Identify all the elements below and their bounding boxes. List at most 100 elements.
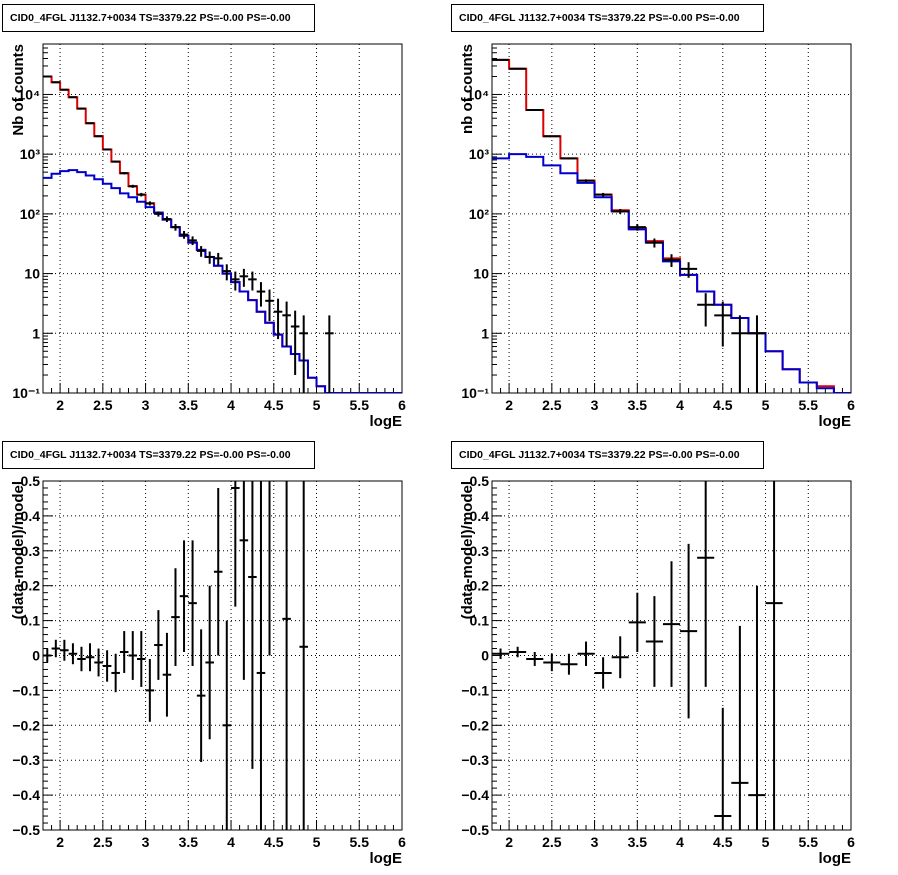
x-tick-label: 5 bbox=[313, 397, 321, 413]
y-tick-label: 0.3 bbox=[470, 543, 490, 559]
x-tick-label: 4 bbox=[227, 834, 235, 850]
y-tick-label: −0.5 bbox=[461, 822, 489, 838]
x-tick-label: 3.5 bbox=[179, 397, 199, 413]
x-tick-label: 2.5 bbox=[542, 397, 562, 413]
x-tick-label: 4 bbox=[227, 397, 235, 413]
data-point bbox=[290, 310, 300, 376]
data-point bbox=[594, 657, 612, 689]
data-point bbox=[731, 625, 749, 830]
data-point bbox=[137, 192, 146, 197]
x-axis-label: logE bbox=[819, 850, 852, 867]
y-tick-label: 0.4 bbox=[21, 508, 41, 524]
data-point bbox=[77, 646, 86, 672]
x-tick-label: 3 bbox=[591, 834, 599, 850]
y-tick-label: 10² bbox=[20, 206, 41, 222]
x-tick-label: 2 bbox=[56, 834, 64, 850]
y-tick-label: −0.4 bbox=[12, 787, 40, 803]
y-tick-label: −0.3 bbox=[461, 752, 489, 768]
x-tick-label: 2.5 bbox=[542, 834, 562, 850]
y-tick-label: −0.1 bbox=[461, 682, 489, 698]
data-point bbox=[43, 648, 52, 663]
x-tick-label: 4 bbox=[676, 834, 684, 850]
data-point bbox=[179, 540, 189, 653]
y-tick-label: 10⁻¹ bbox=[12, 385, 40, 401]
x-tick-label: 5 bbox=[762, 397, 770, 413]
x-tick-label: 4.5 bbox=[713, 834, 733, 850]
x-tick-label: 3.5 bbox=[179, 834, 199, 850]
plot-frame bbox=[42, 43, 403, 394]
x-tick-label: 4.5 bbox=[713, 397, 733, 413]
data-point bbox=[145, 201, 155, 206]
data-point bbox=[714, 301, 732, 347]
y-axis-label: (data-model)/model bbox=[459, 481, 476, 619]
y-axis-label: nb of counts bbox=[459, 44, 476, 134]
x-axis-label: logE bbox=[370, 850, 403, 867]
y-tick-label: 10 bbox=[473, 266, 489, 282]
pad-counts-coarse: 2 2.5 3 3.5 4 4.5 5 5.5 6 10⁻¹ 1 10 10² 10³ 10⁴ logE nb … bbox=[449, 0, 898, 437]
data-point bbox=[213, 487, 223, 656]
data-point bbox=[765, 481, 783, 830]
data-point bbox=[268, 481, 271, 656]
data-point bbox=[85, 643, 95, 672]
axis-ticks bbox=[491, 480, 852, 831]
x-tick-label: 5.5 bbox=[799, 834, 819, 850]
x-axis-label: logE bbox=[370, 413, 403, 430]
total-model-line bbox=[492, 58, 851, 393]
plot-area bbox=[492, 58, 851, 393]
pad-residuals-coarse: 2 2.5 3 3.5 4 4.5 5 5.5 6 −0.5 −0.4 −0.3 −0.2 −0.1 0 0.… bbox=[449, 437, 898, 874]
data-point bbox=[154, 211, 163, 217]
chart-title: CID0_4FGL J1132.7+0034 TS=3379.22 PS=-0.… bbox=[2, 441, 315, 469]
data-point bbox=[145, 658, 155, 722]
y-tick-label: 1 bbox=[481, 325, 489, 341]
data-point bbox=[162, 216, 172, 223]
x-tick-label: 3.5 bbox=[628, 834, 648, 850]
x-tick-label: 4.5 bbox=[264, 834, 284, 850]
data-point bbox=[662, 561, 681, 687]
x-tick-label: 5 bbox=[762, 834, 770, 850]
data-point bbox=[68, 96, 78, 99]
y-axis-label: (data-model)/model bbox=[10, 481, 27, 619]
data-point bbox=[680, 262, 698, 278]
data-point bbox=[526, 652, 544, 666]
total-model-line bbox=[43, 75, 402, 393]
data-point bbox=[213, 252, 223, 266]
y-tick-label: 0 bbox=[32, 648, 40, 664]
data-point bbox=[714, 707, 732, 830]
data-point bbox=[611, 209, 629, 215]
data-point bbox=[526, 108, 544, 111]
data-point bbox=[256, 481, 266, 830]
data-point bbox=[645, 238, 663, 248]
plot-frame bbox=[491, 43, 852, 394]
grid-lines bbox=[43, 481, 402, 830]
y-tick-label: 0.2 bbox=[21, 578, 41, 594]
axis-ticks bbox=[491, 43, 852, 394]
y-tick-label: 0 bbox=[481, 648, 489, 664]
data-point bbox=[119, 172, 129, 175]
x-tick-label: 3.5 bbox=[628, 397, 648, 413]
y-tick-label: −0.2 bbox=[12, 717, 40, 733]
data-point bbox=[265, 289, 274, 322]
residuals-coarse: 2 2.5 3 3.5 4 4.5 5 5.5 6 −0.5 −0.4 −0.3 −0.2 −0.1 0 0.… bbox=[459, 473, 855, 867]
data-point bbox=[239, 268, 249, 287]
data-point bbox=[282, 301, 291, 347]
y-tick-label: −0.4 bbox=[461, 787, 489, 803]
data-point bbox=[231, 271, 240, 291]
x-tick-label: 6 bbox=[398, 834, 406, 850]
x-tick-label: 4 bbox=[676, 397, 684, 413]
data-point bbox=[128, 184, 138, 188]
data-point bbox=[645, 596, 663, 687]
data-point bbox=[222, 620, 232, 830]
data-point bbox=[248, 481, 257, 769]
data-point bbox=[697, 481, 715, 687]
data-point bbox=[560, 653, 578, 675]
y-tick-label: 0.2 bbox=[470, 578, 490, 594]
data-point bbox=[205, 251, 214, 264]
data-point bbox=[171, 568, 180, 666]
data-point bbox=[51, 639, 61, 658]
data-point bbox=[111, 160, 120, 163]
data-point bbox=[68, 643, 78, 665]
y-tick-label: 0.1 bbox=[21, 613, 41, 629]
x-tick-label: 2 bbox=[505, 397, 513, 413]
counts-histogram-fine: 2 2.5 3 3.5 4 4.5 5 5.5 6 10⁻¹ 1 10 10² 10³ 10⁴ logE Nb … bbox=[10, 43, 406, 430]
counts-histogram-coarse: 2 2.5 3 3.5 4 4.5 5 5.5 6 10⁻¹ 1 10 10² 10³ 10⁴ logE nb … bbox=[459, 43, 855, 430]
